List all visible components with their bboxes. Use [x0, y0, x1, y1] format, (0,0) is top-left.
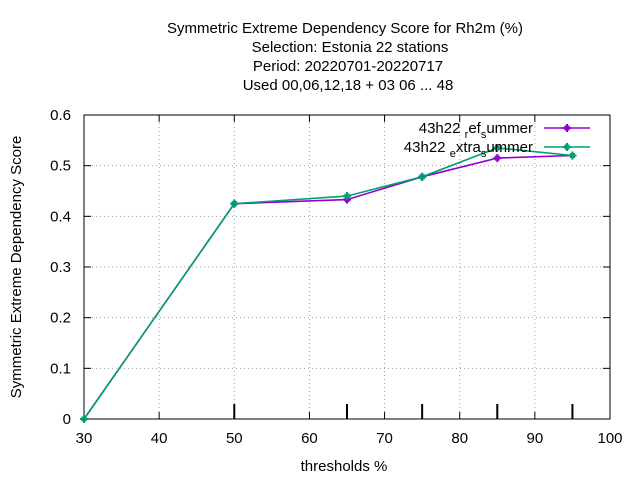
legend-text: xtra	[456, 139, 482, 156]
title-line-3: Period: 20220701-20220717	[253, 58, 443, 75]
title-line-1: Symmetric Extreme Dependency Score for R…	[167, 20, 523, 37]
legend-text: 43h22	[419, 120, 465, 137]
y-axis-label: Symmetric Extreme Dependency Score	[8, 136, 25, 399]
legend-label-2: 43h22 extrasummer	[404, 139, 533, 160]
x-tick-label: 60	[301, 430, 318, 447]
series-group	[80, 143, 577, 423]
legend-subscript: s	[481, 148, 487, 160]
y-tick-label: 0.4	[50, 208, 71, 225]
legend-text: ummer	[486, 120, 533, 137]
legend-text: 43h22	[404, 139, 450, 156]
y-tick-label: 0.2	[50, 310, 71, 327]
x-tick-label: 50	[226, 430, 243, 447]
legend-subscript: s	[481, 129, 487, 141]
series-line-2	[83, 147, 573, 420]
y-tick-label: 0.5	[50, 158, 71, 175]
x-axis-label: thresholds %	[301, 458, 388, 475]
x-tick-label: 80	[451, 430, 468, 447]
chart-title: Symmetric Extreme Dependency Score for R…	[167, 20, 523, 94]
y-tick-label: 0.1	[50, 360, 71, 377]
legend-text: ef	[468, 120, 481, 137]
legend-subscript: r	[465, 129, 469, 141]
series-2-point	[494, 145, 500, 151]
series-2-point	[419, 174, 425, 180]
x-tick-label: 100	[597, 430, 622, 447]
x-tick-label: 30	[76, 430, 93, 447]
axis-ticks: 0 0.1 0.2 0.3 0.4 0.5 0.6 30 40 50 60 70 80 90 100	[50, 107, 622, 447]
legend-label-1: 43h22 refsummer	[419, 120, 533, 141]
series-2-point	[344, 193, 350, 199]
series-line-1	[83, 154, 573, 420]
legend-subscript: e	[450, 148, 456, 160]
series-1-point	[494, 155, 500, 161]
title-line-2: Selection: Estonia 22 stations	[252, 39, 449, 56]
legend-text: ummer	[486, 139, 533, 156]
series-2-point	[231, 201, 237, 207]
series-2-point	[569, 153, 575, 159]
series-2-point	[81, 416, 87, 422]
x-tick-label: 90	[527, 430, 544, 447]
y-tick-label: 0.6	[50, 107, 71, 124]
y-tick-label: 0.3	[50, 259, 71, 276]
legend-marker-1	[564, 125, 570, 131]
legend-marker-2	[564, 144, 570, 150]
plot-frame	[83, 114, 611, 420]
x-tick-label: 40	[151, 430, 168, 447]
grid	[84, 115, 610, 419]
y-tick-label: 0	[63, 411, 71, 428]
title-line-4: Used 00,06,12,18 + 03 06 ... 48	[243, 77, 454, 94]
x-tick-label: 70	[376, 430, 393, 447]
